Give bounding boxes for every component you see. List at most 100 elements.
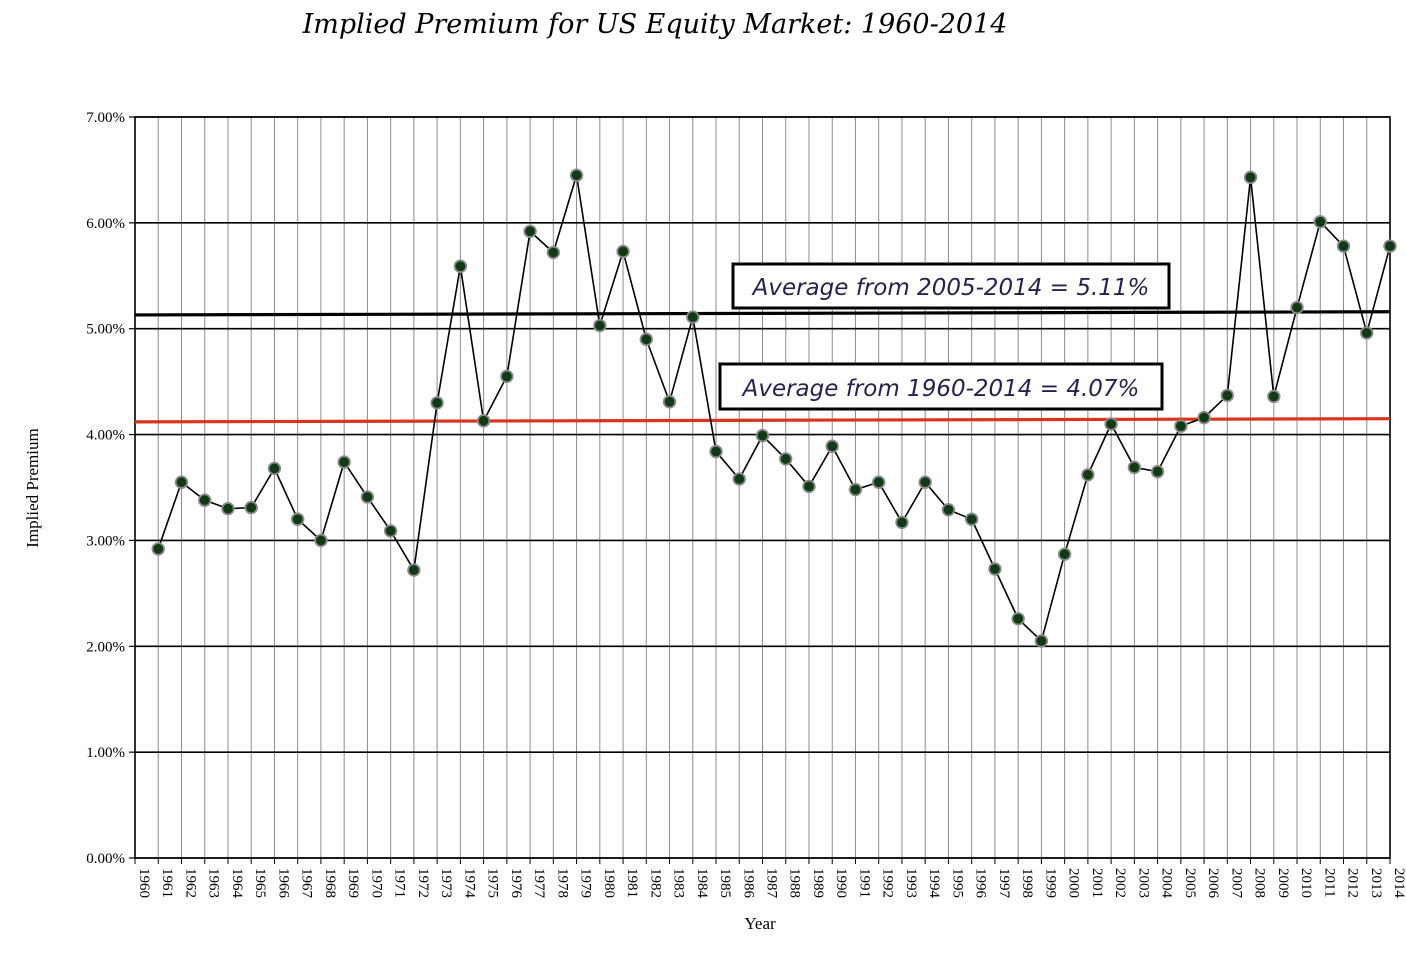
annotation-box	[718, 362, 1164, 411]
data-point	[1174, 419, 1188, 433]
data-point	[1267, 389, 1281, 404]
data-point	[779, 452, 793, 466]
x-tick-label: 2009	[1275, 868, 1291, 898]
x-tick-label: 1983	[671, 868, 687, 898]
x-tick-label: 1997	[996, 868, 1012, 899]
data-point	[523, 224, 537, 239]
x-tick-label: 1960	[136, 868, 152, 898]
tick-labels: 0.00% 1.00% 2.00% 3.00% 4.00% 5.00% 6.00% 7.00%…	[86, 110, 1406, 899]
data-point	[662, 395, 677, 409]
data-point	[1104, 417, 1118, 431]
x-tick-label: 1978	[554, 868, 570, 898]
data-point	[1383, 239, 1397, 253]
x-tick-label: 2010	[1298, 868, 1314, 898]
x-tick-label: 1963	[206, 868, 222, 898]
x-tick-label: 1961	[159, 868, 175, 898]
x-tick-label: 1994	[926, 868, 942, 899]
x-tick-label: 1998	[1019, 868, 1035, 898]
x-tick-label: 1968	[322, 868, 338, 898]
y-tick-label: 2.00%	[86, 639, 125, 655]
data-point	[453, 259, 468, 273]
y-axis-label: Implied Premium	[23, 428, 42, 547]
data-point	[569, 168, 584, 182]
x-tick-label: 1985	[717, 868, 733, 898]
x-tick-label: 1984	[694, 868, 710, 899]
data-point	[709, 444, 723, 459]
data-point	[872, 475, 886, 489]
x-tick-label: 2004	[1159, 868, 1175, 899]
x-tick-label: 1964	[229, 868, 245, 899]
annotations: Average from 2005-2014 = 5.11% Average fr…	[718, 262, 1171, 411]
data-point	[337, 455, 351, 469]
data-point	[755, 428, 770, 443]
annotation-box	[731, 262, 1171, 310]
x-tick-label: 1991	[856, 868, 872, 898]
data-point	[1243, 170, 1258, 185]
data-point	[802, 479, 816, 494]
data-point	[290, 512, 305, 526]
data-point	[1313, 215, 1327, 229]
data-point	[151, 542, 165, 556]
x-tick-label: 1975	[485, 868, 501, 898]
x-tick-label: 1972	[415, 868, 431, 898]
x-tick-label: 1970	[368, 868, 384, 898]
data-point	[988, 562, 1002, 576]
data-point	[267, 461, 282, 476]
x-tick-label: 2000	[1066, 868, 1082, 898]
y-tick-label: 6.00%	[86, 216, 125, 232]
x-axis-label: Year	[744, 914, 776, 933]
x-tick-label: 2006	[1205, 868, 1221, 899]
y-tick-label: 3.00%	[86, 533, 125, 549]
x-tick-label: 2003	[1135, 868, 1151, 898]
x-tick-label: 2005	[1182, 868, 1198, 898]
x-tick-label: 1962	[182, 868, 198, 898]
y-tick-label: 0.00%	[86, 851, 125, 867]
data-point	[1220, 388, 1235, 403]
data-point	[918, 475, 932, 489]
annotation-text: Average from 2005-2014 = 5.11%	[751, 275, 1150, 301]
data-point	[848, 482, 863, 497]
data-point	[407, 563, 421, 577]
x-tick-label: 2014	[1391, 868, 1406, 899]
data-point	[1336, 239, 1351, 253]
x-tick-label: 1976	[508, 868, 524, 899]
data-point	[476, 414, 491, 428]
x-tick-label: 1979	[578, 868, 594, 898]
x-tick-label: 1987	[764, 868, 780, 899]
data-point	[616, 244, 630, 259]
data-point	[686, 310, 700, 324]
x-tick-label: 1986	[740, 868, 756, 899]
data-point	[825, 439, 839, 453]
chart-title: Implied Premium for US Equity Market: 19…	[302, 9, 1008, 40]
x-tick-label: 2011	[1321, 868, 1337, 897]
x-tick-label: 1966	[275, 868, 291, 899]
data-point	[1127, 460, 1142, 475]
x-tick-label: 1982	[647, 868, 663, 898]
data-point	[1360, 326, 1374, 340]
data-point	[1081, 468, 1095, 482]
data-point	[1290, 300, 1304, 315]
x-tick-label: 1989	[810, 868, 826, 898]
reference-lines	[134, 310, 1391, 424]
data-point	[639, 332, 653, 347]
data-point	[546, 245, 561, 260]
x-tick-label: 1973	[438, 868, 454, 898]
y-tick-label: 5.00%	[86, 322, 125, 338]
x-tick-label: 1981	[624, 868, 640, 898]
plot-frame	[134, 116, 1391, 859]
x-tick-label: 1980	[601, 868, 617, 898]
data-point	[1057, 547, 1072, 561]
x-tick-label: 1990	[833, 868, 849, 898]
data-point	[895, 515, 909, 530]
data-points	[151, 168, 1397, 648]
data-point	[964, 512, 979, 526]
x-tick-label: 1965	[252, 868, 268, 898]
data-point	[941, 503, 956, 517]
data-point	[732, 472, 746, 486]
x-tick-label: 1971	[392, 868, 408, 898]
x-tick-label: 1974	[461, 868, 477, 899]
y-tick-label: 7.00%	[86, 110, 125, 126]
data-point	[383, 524, 398, 538]
